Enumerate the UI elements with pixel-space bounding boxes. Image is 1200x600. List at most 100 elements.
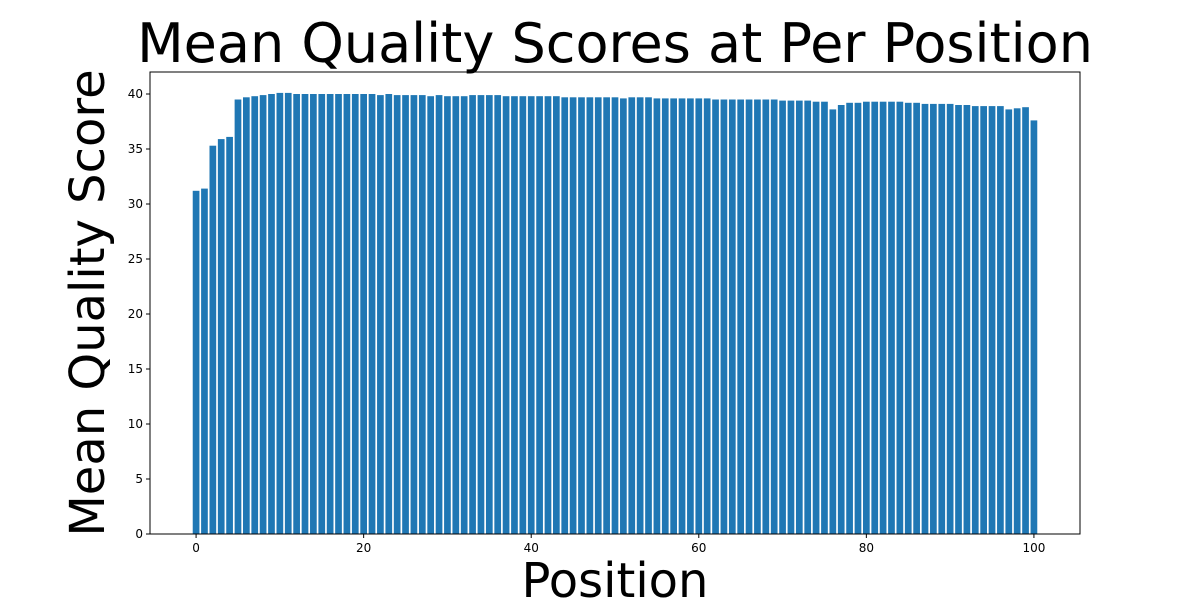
bar — [703, 98, 711, 535]
bar — [192, 190, 200, 535]
bar — [888, 101, 895, 534]
bar — [209, 145, 217, 534]
bar — [779, 100, 786, 534]
bar — [754, 99, 761, 534]
bar — [787, 100, 795, 534]
bar — [770, 99, 778, 534]
bar — [980, 106, 987, 534]
bar — [812, 101, 820, 534]
bar — [251, 96, 259, 534]
y-tick-label: 40 — [128, 87, 143, 101]
bar — [963, 105, 971, 534]
bar — [469, 95, 476, 534]
bar — [418, 95, 426, 534]
bar — [368, 94, 376, 534]
bar — [427, 96, 435, 534]
bar — [511, 96, 518, 534]
y-axis-ticks: 0 5 10 15 20 25 30 35 40 — [128, 87, 150, 541]
bar — [971, 106, 979, 534]
bar — [259, 95, 267, 534]
bar — [527, 96, 535, 534]
bar — [351, 94, 359, 534]
bar — [921, 103, 929, 535]
bar — [603, 97, 610, 535]
bar — [695, 98, 703, 535]
bar — [837, 105, 845, 534]
bar — [620, 98, 627, 535]
bar — [997, 106, 1004, 534]
bar — [536, 96, 543, 534]
bar — [485, 95, 493, 534]
bar — [310, 94, 317, 534]
x-tick-label: 20 — [356, 541, 371, 555]
bar — [821, 101, 828, 534]
bar — [661, 98, 669, 535]
bar — [377, 95, 384, 534]
bar — [712, 99, 719, 534]
bar — [938, 103, 946, 535]
bar — [628, 97, 636, 535]
bar — [276, 92, 284, 535]
bar — [653, 98, 661, 535]
bar — [226, 136, 233, 534]
bar — [904, 102, 912, 535]
bar — [435, 95, 443, 534]
bar — [335, 94, 342, 534]
y-tick-label: 20 — [128, 307, 143, 321]
x-tick-label: 80 — [859, 541, 874, 555]
bar — [553, 96, 560, 534]
bar — [561, 97, 569, 535]
x-tick-label: 60 — [691, 541, 706, 555]
bar — [829, 109, 837, 535]
y-tick-label: 30 — [128, 197, 143, 211]
bar — [720, 99, 728, 534]
bar — [804, 100, 812, 534]
bar — [569, 97, 577, 535]
bar — [243, 97, 250, 535]
bar — [728, 99, 736, 534]
bar — [460, 96, 468, 534]
bar — [745, 99, 753, 534]
bar — [611, 97, 619, 535]
bar — [318, 94, 326, 534]
y-tick-label: 35 — [128, 142, 143, 156]
bar — [988, 106, 996, 534]
bar — [678, 98, 686, 535]
chart-title: Mean Quality Scores at Per Position — [137, 12, 1093, 75]
bar — [762, 99, 770, 534]
x-tick-label: 100 — [1022, 541, 1045, 555]
x-tick-label: 0 — [192, 541, 200, 555]
bar — [402, 95, 409, 534]
x-tick-label: 40 — [524, 541, 539, 555]
bar — [217, 139, 225, 534]
bar — [737, 99, 745, 534]
bar — [913, 102, 920, 535]
bar — [1013, 108, 1021, 535]
bar — [586, 97, 594, 535]
bar — [846, 102, 853, 535]
bar — [955, 105, 962, 534]
bar — [410, 95, 418, 534]
bar — [477, 95, 485, 534]
y-tick-label: 15 — [128, 362, 143, 376]
bar — [494, 95, 502, 534]
bar — [946, 103, 954, 535]
bar — [1022, 107, 1029, 534]
bar — [343, 94, 351, 534]
y-tick-label: 5 — [135, 472, 143, 486]
bar — [896, 101, 904, 534]
bar — [452, 96, 460, 534]
bar — [393, 95, 401, 534]
bar — [360, 94, 367, 534]
bar — [544, 96, 552, 534]
y-tick-label: 10 — [128, 417, 143, 431]
bar — [687, 98, 694, 535]
bar — [578, 97, 585, 535]
bar — [670, 98, 677, 535]
bar — [879, 101, 887, 534]
bar — [234, 99, 242, 534]
bar — [326, 94, 334, 534]
bar — [863, 101, 870, 534]
bar — [594, 97, 602, 535]
